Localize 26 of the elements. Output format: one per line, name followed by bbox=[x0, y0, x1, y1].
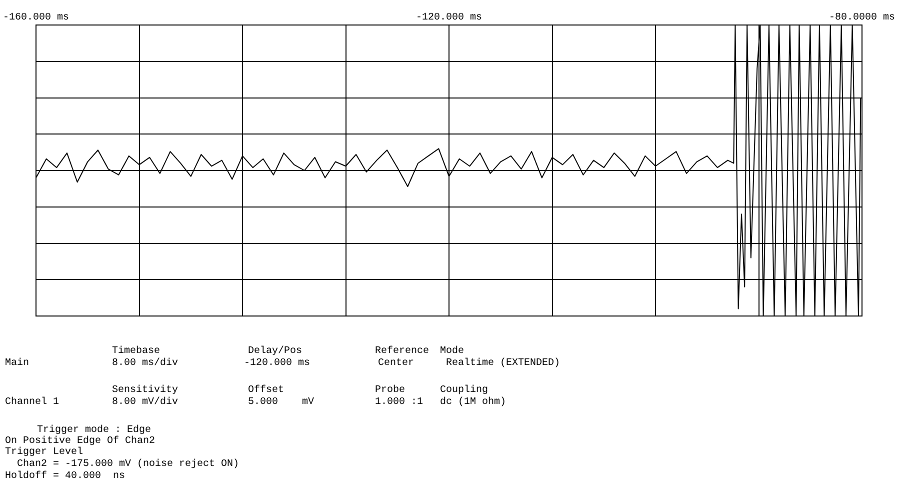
text: 8.00 ms/div bbox=[112, 358, 178, 369]
x-tick-label: -160.000 ms bbox=[2, 12, 70, 24]
text: Coupling bbox=[440, 385, 488, 396]
text: Sensitivity bbox=[112, 385, 178, 396]
x-tick-label: -120.000 ms bbox=[416, 12, 482, 24]
text: On Positive Edge Of Chan2 bbox=[5, 436, 156, 447]
text: Holdoff = 40.000 ns bbox=[5, 471, 126, 482]
text: 1.000 :1 bbox=[375, 397, 424, 408]
text: Realtime (EXTENDED) bbox=[446, 358, 560, 369]
text: Probe bbox=[375, 385, 406, 396]
text: Mode bbox=[440, 346, 464, 357]
text: -120.000 ms bbox=[244, 358, 310, 369]
text: 8.00 mV/div bbox=[112, 397, 178, 408]
text: Delay/Pos bbox=[248, 346, 302, 357]
text: Timebase bbox=[112, 346, 160, 357]
text: Center bbox=[378, 358, 414, 369]
text: Channel 1 bbox=[5, 397, 60, 408]
text: Trigger Level bbox=[5, 447, 84, 458]
text: Reference bbox=[375, 346, 430, 357]
x-tick-label: -80.0000 ms bbox=[828, 12, 896, 24]
text: Offset bbox=[248, 385, 284, 396]
text: 5.000 mV bbox=[248, 397, 314, 408]
text: dc (1M ohm) bbox=[440, 397, 506, 408]
text: Main bbox=[5, 358, 30, 369]
text: Chan2 = -175.000 mV (noise reject ON) bbox=[17, 459, 240, 470]
text: Trigger mode : Edge bbox=[37, 425, 152, 436]
